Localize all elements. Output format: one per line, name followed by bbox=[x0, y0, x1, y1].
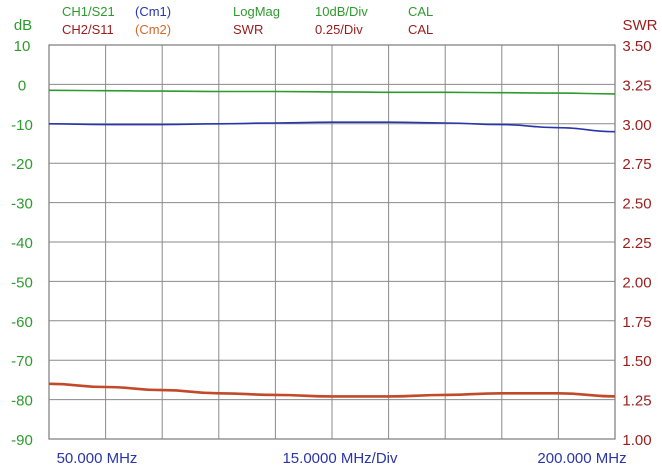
left-tick-label: -50 bbox=[11, 274, 33, 291]
right-tick-label: 1.50 bbox=[622, 353, 651, 370]
header-row2-item-2: SWR bbox=[233, 22, 263, 37]
left-tick-label: -40 bbox=[11, 235, 33, 252]
left-tick-label: -70 bbox=[11, 353, 33, 370]
plot-grid bbox=[48, 44, 616, 440]
left-axis-label: dB bbox=[14, 17, 32, 34]
trace-0 bbox=[48, 89, 616, 95]
right-tick-label: 3.50 bbox=[622, 38, 651, 55]
left-tick-label: -90 bbox=[11, 432, 33, 449]
trace-2 bbox=[48, 382, 616, 398]
left-tick-label: -10 bbox=[11, 117, 33, 134]
trace-1 bbox=[48, 121, 616, 133]
left-axis-ticks: 10 0 -10 -20 -30 -40 -50 -60 -70 -80 -90 bbox=[11, 38, 33, 449]
header-row1-item-2: LogMag bbox=[233, 4, 280, 19]
trace-layer bbox=[48, 89, 616, 398]
x-div-label: 15.0000 MHz/Div bbox=[282, 450, 398, 467]
right-tick-label: 3.25 bbox=[622, 77, 651, 94]
right-tick-label: 3.00 bbox=[622, 117, 651, 134]
header-row1-item-1: (Cm1) bbox=[135, 4, 171, 19]
right-axis-ticks: 3.50 3.25 3.00 2.75 2.50 2.25 2.00 1.75 1.50 1.25… bbox=[622, 38, 651, 449]
left-tick-label: 10 bbox=[14, 38, 31, 55]
right-tick-label: 1.25 bbox=[622, 393, 651, 410]
right-tick-label: 2.25 bbox=[622, 235, 651, 252]
x-start-label: 50.000 MHz bbox=[57, 450, 138, 467]
header-row1-item-0: CH1/S21 bbox=[62, 4, 115, 19]
header-row2-item-1: (Cm2) bbox=[135, 22, 171, 37]
x-end-label: 200.000 MHz bbox=[537, 450, 626, 467]
right-axis-label: SWR bbox=[623, 17, 658, 34]
header-row2-item-4: CAL bbox=[408, 22, 433, 37]
left-tick-label: -60 bbox=[11, 314, 33, 331]
header-row1-item-4: CAL bbox=[408, 4, 433, 19]
right-tick-label: 2.75 bbox=[622, 156, 651, 173]
right-tick-label: 1.00 bbox=[622, 432, 651, 449]
right-tick-label: 2.50 bbox=[622, 196, 651, 213]
left-tick-label: -30 bbox=[11, 196, 33, 213]
right-tick-label: 1.75 bbox=[622, 314, 651, 331]
header-row2-item-0: CH2/S11 bbox=[62, 22, 114, 37]
header-block: CH1/S21 (Cm1) LogMag 10dB/Div CAL CH2/S11 (Cm2… bbox=[62, 4, 433, 37]
header-row2-item-3: 0.25/Div bbox=[315, 22, 363, 37]
header-row1-item-3: 10dB/Div bbox=[315, 4, 368, 19]
left-tick-label: 0 bbox=[18, 77, 26, 94]
left-tick-label: -20 bbox=[11, 156, 33, 173]
left-tick-label: -80 bbox=[11, 393, 33, 410]
right-tick-label: 2.00 bbox=[622, 274, 651, 291]
